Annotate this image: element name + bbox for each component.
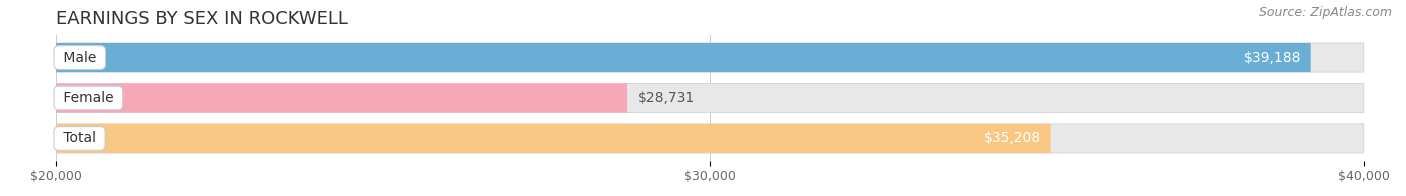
- FancyBboxPatch shape: [56, 83, 627, 113]
- Text: $35,208: $35,208: [984, 132, 1042, 145]
- Text: $28,731: $28,731: [637, 91, 695, 105]
- Text: $39,188: $39,188: [1244, 51, 1302, 64]
- FancyBboxPatch shape: [56, 43, 1310, 72]
- Text: Source: ZipAtlas.com: Source: ZipAtlas.com: [1258, 6, 1392, 19]
- Text: Male: Male: [59, 51, 101, 64]
- Text: EARNINGS BY SEX IN ROCKWELL: EARNINGS BY SEX IN ROCKWELL: [56, 10, 349, 28]
- FancyBboxPatch shape: [56, 124, 1050, 153]
- Text: Total: Total: [59, 132, 100, 145]
- Text: Female: Female: [59, 91, 118, 105]
- FancyBboxPatch shape: [56, 124, 1364, 153]
- FancyBboxPatch shape: [56, 83, 1364, 113]
- FancyBboxPatch shape: [56, 43, 1364, 72]
